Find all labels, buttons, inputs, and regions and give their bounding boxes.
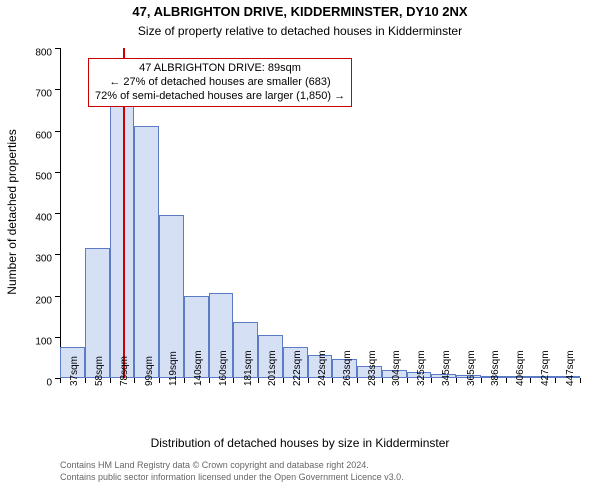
x-tick-label: 242sqm [317,350,328,386]
y-tick-label: 400 [12,213,52,224]
y-tick-mark [55,172,60,173]
x-tick-label: 201sqm [267,350,278,386]
x-tick-label: 222sqm [292,350,303,386]
x-tick-mark [407,378,408,383]
x-tick-label: 160sqm [218,350,229,386]
x-tick-mark [332,378,333,383]
x-tick-label: 304sqm [391,350,402,386]
callout-line2: ← 27% of detached houses are smaller (68… [95,76,345,90]
x-tick-label: 181sqm [243,350,254,386]
x-tick-label: 263sqm [342,350,353,386]
y-tick-mark [55,131,60,132]
y-tick-label: 0 [12,378,52,389]
x-tick-label: 427sqm [540,350,551,386]
y-tick-label: 100 [12,336,52,347]
x-tick-label: 365sqm [466,350,477,386]
x-tick-label: 78sqm [119,356,130,386]
x-tick-mark [60,378,61,383]
attribution-line2: Contains public sector information licen… [60,472,404,484]
y-tick-label: 500 [12,171,52,182]
x-tick-label: 140sqm [193,350,204,386]
y-tick-mark [55,254,60,255]
y-tick-mark [55,213,60,214]
y-tick-mark [55,296,60,297]
histogram-bar [134,126,159,378]
x-tick-mark [555,378,556,383]
y-tick-mark [55,89,60,90]
y-tick-label: 800 [12,48,52,59]
y-tick-label: 700 [12,89,52,100]
x-tick-label: 325sqm [416,350,427,386]
x-tick-mark [530,378,531,383]
callout-box: 47 ALBRIGHTON DRIVE: 89sqm ← 27% of deta… [88,58,352,107]
x-tick-label: 345sqm [441,350,452,386]
x-axis-label: Distribution of detached houses by size … [0,436,600,450]
x-tick-label: 406sqm [515,350,526,386]
x-tick-mark [580,378,581,383]
x-tick-label: 58sqm [94,356,105,386]
x-tick-mark [283,378,284,383]
x-tick-mark [258,378,259,383]
histogram-chart: 47, ALBRIGHTON DRIVE, KIDDERMINSTER, DY1… [0,0,600,500]
x-tick-mark [456,378,457,383]
x-tick-mark [110,378,111,383]
x-tick-mark [506,378,507,383]
y-axis-line [60,48,61,378]
x-tick-mark [233,378,234,383]
x-tick-label: 99sqm [144,356,155,386]
x-tick-label: 283sqm [367,350,378,386]
y-tick-label: 600 [12,130,52,141]
x-tick-mark [308,378,309,383]
y-tick-mark [55,337,60,338]
x-tick-mark [357,378,358,383]
x-tick-mark [184,378,185,383]
x-tick-mark [159,378,160,383]
attribution-line1: Contains HM Land Registry data © Crown c… [60,460,404,472]
x-tick-label: 386sqm [490,350,501,386]
x-tick-mark [481,378,482,383]
y-tick-label: 300 [12,254,52,265]
callout-line3: 72% of semi-detached houses are larger (… [95,90,345,104]
x-tick-label: 447sqm [565,350,576,386]
chart-title: 47, ALBRIGHTON DRIVE, KIDDERMINSTER, DY1… [0,4,600,19]
chart-subtitle: Size of property relative to detached ho… [0,24,600,38]
x-tick-mark [382,378,383,383]
x-tick-label: 119sqm [168,351,179,386]
x-tick-mark [431,378,432,383]
x-tick-mark [134,378,135,383]
attribution: Contains HM Land Registry data © Crown c… [60,460,404,483]
x-tick-mark [209,378,210,383]
x-tick-label: 37sqm [69,356,80,386]
x-tick-mark [85,378,86,383]
y-tick-mark [55,48,60,49]
y-tick-label: 200 [12,295,52,306]
callout-line1: 47 ALBRIGHTON DRIVE: 89sqm [95,62,345,76]
